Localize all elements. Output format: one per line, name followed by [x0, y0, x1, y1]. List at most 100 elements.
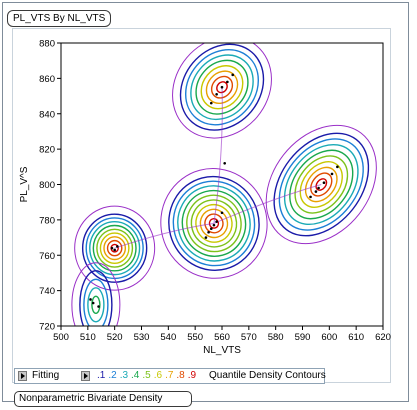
contour-ring [103, 236, 127, 261]
data-point [91, 301, 95, 305]
density-cluster [172, 43, 272, 139]
x-tick-label: 620 [375, 332, 391, 343]
data-point [231, 73, 235, 77]
contour-ring [83, 278, 109, 326]
contour-ring [99, 232, 130, 264]
bivariate-density-tab[interactable]: Nonparametric Bivariate Density [14, 391, 192, 407]
y-tick-label: 880 [39, 39, 55, 50]
data-point [89, 298, 92, 301]
fitting-bar: Fitting .1.2.3.4.5.6.7.8.9 Quantile Dens… [14, 368, 326, 384]
contour-ring [96, 228, 134, 268]
x-tick-label: 600 [321, 332, 337, 343]
contour-ring [315, 178, 328, 191]
contour-bridge [213, 87, 223, 224]
contour-level-legend: .1.2.3.4.5.6.7.8.9 [97, 369, 199, 383]
contour-outer [160, 168, 268, 279]
contour-level-2: .2 [108, 370, 117, 381]
contour-ring [91, 295, 101, 314]
contours-label: Quantile Density Contours [209, 370, 326, 381]
report-title: PL_VTS By NL_VTS [13, 13, 106, 24]
contour-ring [204, 213, 224, 234]
contour-outer [74, 205, 156, 291]
data-point [226, 80, 229, 84]
data-point [97, 305, 100, 308]
contour-ring [89, 221, 141, 276]
contour-ring [81, 213, 148, 283]
data-point [215, 92, 218, 96]
contour-ring [310, 172, 333, 197]
x-tick-label: 560 [214, 332, 230, 343]
data-point [336, 165, 339, 169]
contour-level-5: .5 [142, 370, 151, 381]
density-plot[interactable]: 500 510 520 530 540 550 560 570 580 590 600 610 620 … [13, 29, 392, 384]
contour-level-7: .7 [165, 370, 174, 381]
y-tick-label: 760 [39, 251, 55, 262]
contour-ring [79, 270, 113, 326]
data-point [116, 245, 119, 248]
data-point [212, 223, 216, 227]
contour-ring [181, 189, 247, 257]
x-tick-label: 610 [348, 332, 364, 343]
density-contours [71, 43, 377, 326]
y-tick-label: 860 [39, 74, 55, 85]
contour-ring [195, 203, 233, 243]
x-tick-label: 540 [160, 332, 176, 343]
contour-ring [294, 155, 349, 214]
x-tick-label: 570 [241, 332, 257, 343]
data-point [209, 227, 213, 231]
contour-level-4: .4 [131, 370, 140, 381]
contour-ring [184, 49, 260, 126]
y-tick-label: 840 [39, 109, 55, 120]
contour-ring [304, 166, 338, 203]
contour-ring [177, 185, 251, 262]
plot-area-border [60, 42, 384, 327]
contour-ring [299, 161, 343, 208]
contour-ring [210, 75, 234, 99]
contour-ring [179, 43, 265, 131]
contour-ring [87, 287, 105, 323]
x-axis-title: NL_VTS [203, 345, 241, 356]
contour-ring [273, 132, 370, 237]
x-tick-label: 520 [107, 332, 123, 343]
contour-ring [92, 224, 137, 272]
contour-ring [190, 54, 254, 121]
contour-outer [265, 124, 377, 245]
density-cluster [71, 262, 121, 326]
contour-ring [289, 149, 354, 220]
report-title-tab[interactable]: PL_VTS By NL_VTS [7, 10, 112, 27]
x-tick-label: 580 [268, 332, 284, 343]
contour-ring [283, 143, 359, 226]
data-point [314, 190, 318, 193]
data-point [317, 186, 320, 190]
contour-ring [216, 81, 228, 94]
contour-outer [172, 43, 272, 139]
contour-level-9: .9 [187, 370, 197, 381]
contour-ring [106, 239, 123, 257]
contour-ring [278, 138, 364, 231]
data-point [322, 181, 326, 185]
contour-outer [71, 262, 121, 326]
x-tick-label: 510 [80, 332, 96, 343]
contour-ring [195, 59, 249, 115]
contour-ring [199, 208, 229, 239]
contour-level-6: .6 [153, 370, 163, 381]
density-cluster [160, 168, 268, 279]
data-point [220, 211, 224, 215]
x-tick-label: 500 [53, 332, 69, 343]
density-cluster [265, 124, 377, 245]
contour-ring [186, 194, 242, 253]
data-point [110, 246, 114, 250]
contour-level-3: .3 [119, 370, 129, 381]
y-tick-label: 800 [39, 180, 55, 191]
data-point [113, 248, 116, 252]
y-tick-label: 720 [39, 322, 55, 333]
data-point [215, 220, 218, 223]
fitting-menu-icon[interactable] [81, 371, 90, 381]
fitting-disclosure-icon[interactable] [18, 371, 27, 381]
density-cluster [74, 205, 156, 291]
data-point [209, 101, 213, 105]
y-tick-label: 740 [39, 286, 55, 297]
data-point [207, 230, 210, 234]
contour-ring [190, 199, 238, 248]
data-point [204, 236, 208, 239]
